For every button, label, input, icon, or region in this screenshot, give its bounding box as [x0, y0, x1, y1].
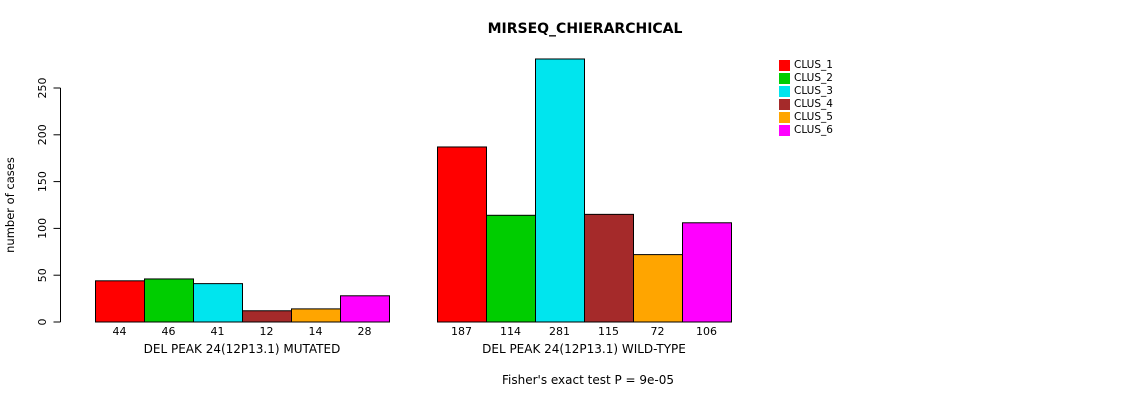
y-axis-tick-label: 250 — [36, 78, 49, 99]
legend-swatch-icon — [779, 125, 790, 136]
legend-entry-clus_2: CLUS_2 — [779, 72, 833, 85]
bar-value-label: 12 — [260, 325, 274, 338]
y-axis-tick-label: 50 — [36, 268, 49, 282]
chart-title: MIRSEQ_CHIERARCHICAL — [487, 21, 683, 37]
bar-clus_4-group1 — [242, 310, 292, 323]
bar-clus_5-group2 — [633, 254, 683, 323]
legend-label: CLUS_2 — [794, 72, 833, 84]
legend-entry-clus_4: CLUS_4 — [779, 98, 833, 111]
bar-clus_3-group2 — [535, 58, 585, 323]
bar-value-label: 44 — [113, 325, 127, 338]
bar-clus_6-group1 — [340, 295, 390, 323]
bar-value-label: 46 — [162, 325, 176, 338]
bar-value-label: 114 — [500, 325, 521, 338]
bar-value-label: 72 — [651, 325, 665, 338]
bar-clus_6-group2 — [682, 222, 732, 323]
legend-swatch-icon — [779, 86, 790, 97]
bar-clus_1-group1 — [95, 280, 145, 323]
y-axis-title: number of cases — [3, 157, 17, 253]
bar-clus_5-group1 — [291, 308, 341, 323]
bar-clus_1-group2 — [437, 146, 487, 323]
legend-label: CLUS_5 — [794, 111, 833, 123]
bar-value-label: 281 — [549, 325, 570, 338]
bar-value-label: 28 — [358, 325, 372, 338]
y-axis-tick-label: 150 — [36, 171, 49, 192]
y-axis-tick-label: 100 — [36, 218, 49, 239]
legend-label: CLUS_1 — [794, 59, 833, 71]
bar-value-label: 14 — [309, 325, 323, 338]
bar-value-label: 41 — [211, 325, 225, 338]
legend: CLUS_1 CLUS_2 CLUS_3 CLUS_4 CLUS_5 CLUS_6 — [779, 59, 833, 137]
bar-value-label: 106 — [696, 325, 717, 338]
group-axis-label: DEL PEAK 24(12P13.1) MUTATED — [144, 342, 341, 356]
fisher-test-annotation: Fisher's exact test P = 9e-05 — [501, 373, 675, 387]
legend-label: CLUS_4 — [794, 98, 833, 110]
bar-clus_2-group2 — [486, 214, 536, 323]
legend-entry-clus_6: CLUS_6 — [779, 124, 833, 137]
legend-swatch-icon — [779, 112, 790, 123]
group-axis-label: DEL PEAK 24(12P13.1) WILD-TYPE — [482, 342, 686, 356]
bar-value-label: 187 — [451, 325, 472, 338]
legend-label: CLUS_6 — [794, 124, 833, 136]
y-axis-tick-label: 200 — [36, 124, 49, 145]
legend-swatch-icon — [779, 60, 790, 71]
legend-entry-clus_3: CLUS_3 — [779, 85, 833, 98]
y-axis-tick-label: 0 — [36, 319, 49, 326]
bar-clus_4-group2 — [584, 213, 634, 323]
legend-label: CLUS_3 — [794, 85, 833, 97]
legend-entry-clus_5: CLUS_5 — [779, 111, 833, 124]
legend-swatch-icon — [779, 73, 790, 84]
bar-clus_3-group1 — [193, 283, 243, 323]
legend-entry-clus_1: CLUS_1 — [779, 59, 833, 72]
bar-value-label: 115 — [598, 325, 619, 338]
bar-clus_2-group1 — [144, 278, 194, 323]
legend-swatch-icon — [779, 99, 790, 110]
